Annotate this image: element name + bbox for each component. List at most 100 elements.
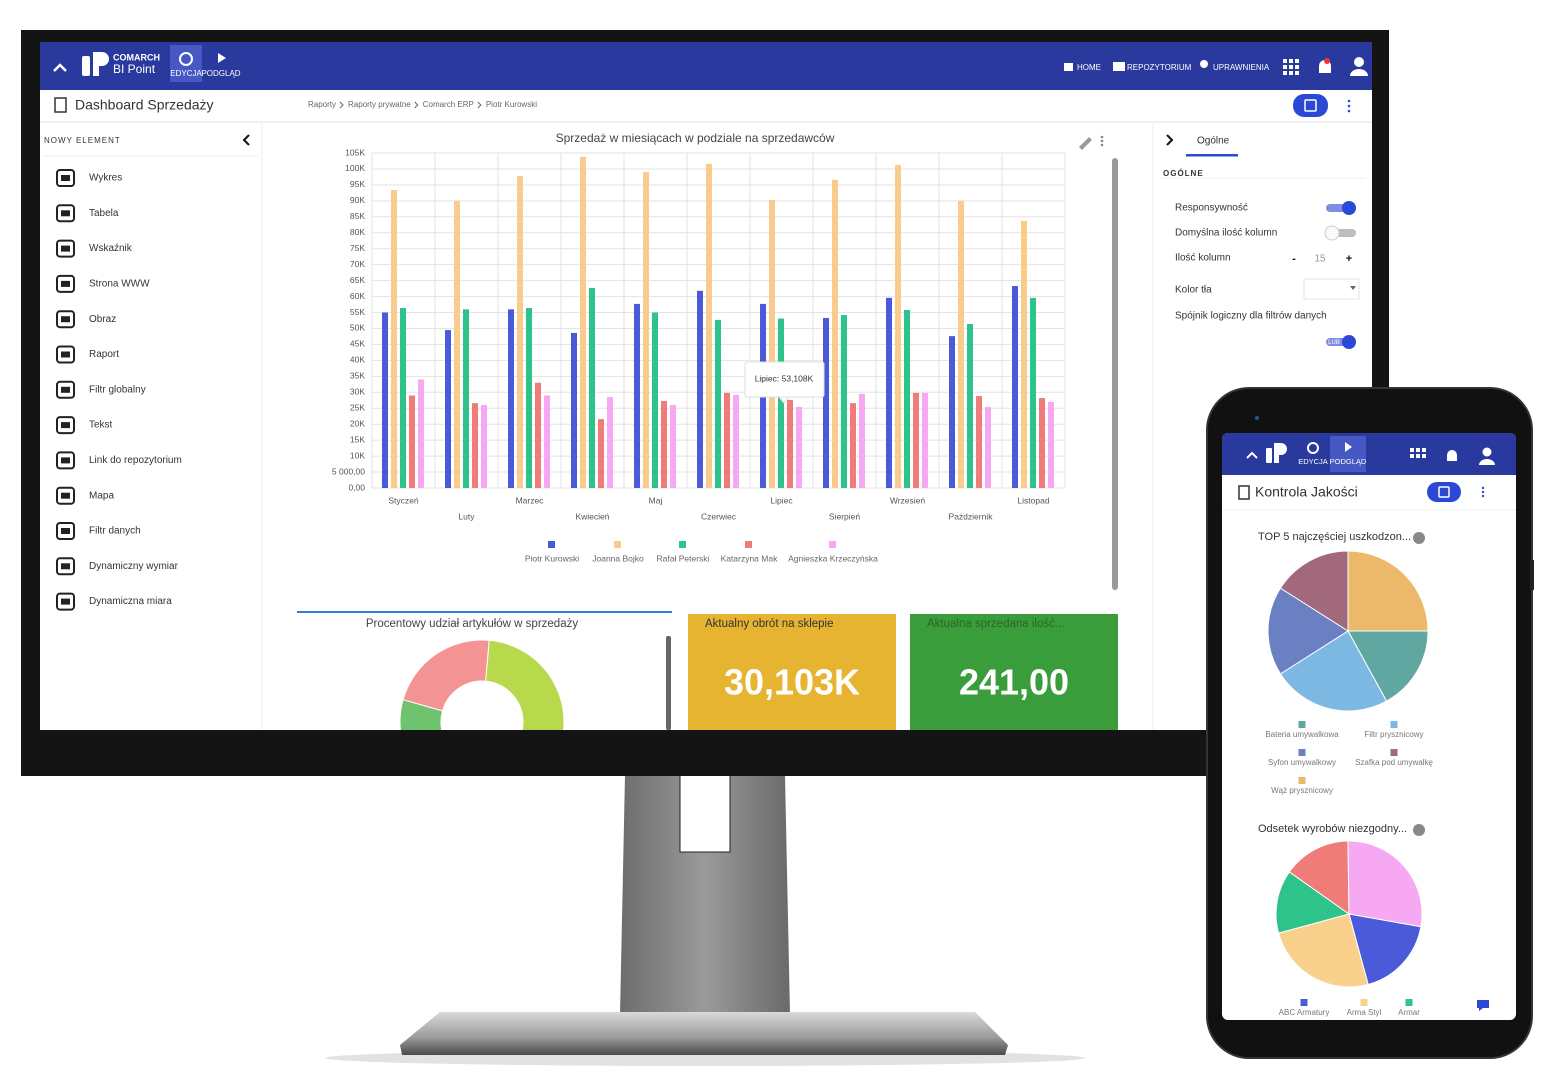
user-icon[interactable] [1354,57,1364,67]
bar[interactable] [724,392,730,488]
bar[interactable] [1012,286,1018,488]
bar[interactable] [454,200,460,488]
legend-label[interactable]: Katarzyna Mak [721,553,778,563]
pie-slice[interactable] [1279,550,1349,632]
bar[interactable] [832,179,838,489]
collapse-sidebar[interactable] [242,134,250,146]
legend-swatch[interactable] [1360,999,1368,1006]
user-icon[interactable] [1482,447,1492,457]
info-icon[interactable] [1413,532,1425,544]
sidebar-item[interactable]: Filtr danych [89,526,141,537]
edit-icon[interactable] [1307,442,1319,454]
bar[interactable] [544,395,550,488]
collapse-icon[interactable] [53,63,67,72]
bar[interactable] [1039,398,1045,488]
bar[interactable] [391,190,397,488]
bar[interactable] [409,395,415,488]
donut-slice[interactable] [485,639,565,739]
mode[interactable]: EDYCJA [1298,457,1328,466]
bar[interactable] [778,318,784,488]
scrollbar[interactable] [1112,158,1118,590]
bar[interactable] [463,309,469,488]
legend-label[interactable]: Bateria umywalkowa [1265,730,1339,739]
bar[interactable] [823,317,829,488]
bar[interactable] [958,200,964,488]
bar[interactable] [472,403,478,488]
legend-swatch[interactable] [1405,999,1413,1006]
legend-label[interactable]: Rafał Peterski [657,553,710,563]
bar[interactable] [841,315,847,488]
bar[interactable] [643,172,649,488]
bar[interactable] [706,163,712,488]
sidebar-item[interactable]: Filtr globalny [89,384,146,395]
legend-label[interactable]: Agnieszka Krzeczyńska [788,553,878,563]
legend-swatch[interactable] [1298,777,1306,784]
toggle-knob[interactable] [1324,225,1340,241]
breadcrumb[interactable]: Raporty prywatne [348,100,411,109]
bar[interactable] [859,393,865,488]
bar[interactable] [976,396,982,488]
bar[interactable] [796,406,802,488]
toggle-knob[interactable] [1342,335,1356,349]
bar[interactable] [769,199,775,488]
bar[interactable] [697,290,703,488]
pie-slice[interactable] [1277,913,1369,988]
legend-swatch[interactable] [1298,721,1306,728]
bar[interactable] [661,400,667,488]
collapse-panel[interactable] [1166,134,1174,146]
pie-slice[interactable] [1275,871,1351,934]
legend-swatch[interactable] [745,541,752,548]
legend-swatch[interactable] [679,541,686,548]
apps-icon[interactable] [1283,59,1299,75]
sidebar-item[interactable]: Wykres [89,173,122,184]
pie-slice[interactable] [1347,550,1429,632]
pie-slice[interactable] [1279,630,1388,712]
bar[interactable] [634,303,640,488]
play-icon[interactable] [218,53,226,63]
collapse-icon[interactable] [1246,451,1258,459]
mode[interactable]: PODGLĄD [201,69,240,78]
mode[interactable]: EDYCJA [170,69,202,78]
mode-active[interactable] [170,45,202,82]
mode[interactable]: PODGLĄD [1330,457,1367,466]
apps-icon[interactable] [1410,448,1426,458]
bar[interactable] [1021,220,1027,488]
legend-swatch[interactable] [1300,999,1308,1006]
pie-slice[interactable] [1347,840,1423,928]
bar[interactable] [787,399,793,488]
bar[interactable] [418,379,424,488]
sidebar-item[interactable]: Link do repozytorium [89,455,182,466]
bar[interactable] [895,164,901,489]
bar[interactable] [445,330,451,488]
bar[interactable] [589,287,595,488]
sidebar-item[interactable]: Tabela [89,208,119,219]
legend-swatch[interactable] [829,541,836,548]
sidebar-item[interactable]: Dynamiczny wymiar [89,561,179,572]
legend-label[interactable]: Syfon umywalkowy [1268,758,1336,767]
legend-label[interactable]: Wąż prysznicowy [1271,786,1333,795]
bar[interactable] [526,308,532,488]
legend-swatch[interactable] [1390,749,1398,756]
breadcrumb[interactable]: Raporty [308,100,336,109]
sidebar-item[interactable]: Raport [89,349,119,360]
legend-swatch[interactable] [548,541,555,548]
chat-icon[interactable] [1477,1000,1489,1011]
toggle-knob[interactable] [1342,201,1356,215]
save-button[interactable] [1293,94,1328,117]
bar[interactable] [670,405,676,488]
bar[interactable] [967,324,973,488]
scrollbar[interactable] [666,636,671,730]
legend-swatch[interactable] [1390,721,1398,728]
pie-slice[interactable] [1288,840,1350,915]
nav-link[interactable]: UPRAWNIENIA [1213,63,1270,72]
mode-active[interactable] [1330,436,1366,472]
bar[interactable] [382,312,388,488]
legend-label[interactable]: ABC Armatury [1279,1008,1330,1017]
bar[interactable] [580,156,586,489]
bar[interactable] [535,382,541,488]
breadcrumb[interactable]: Comarch ERP [423,100,474,109]
bar[interactable] [715,319,721,488]
color-select[interactable] [1303,278,1360,300]
legend-label[interactable]: Szafka pod umywalkę [1355,758,1433,767]
bar[interactable] [904,309,910,488]
